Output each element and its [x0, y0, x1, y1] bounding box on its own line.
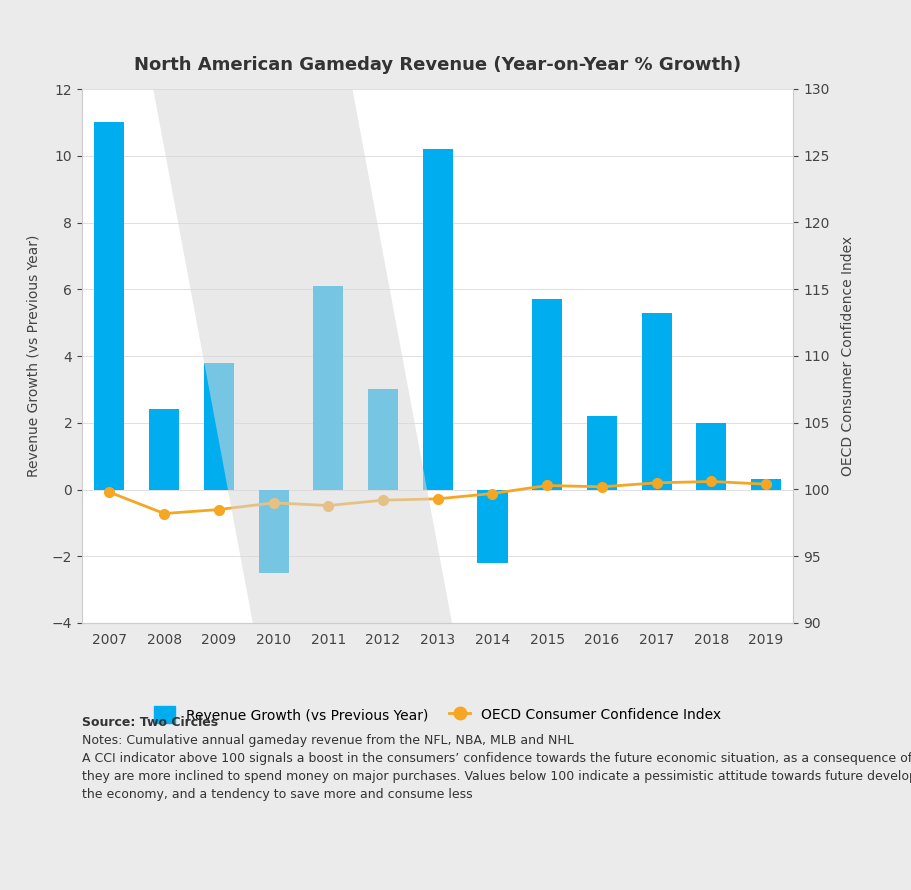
Bar — [751, 480, 780, 490]
Bar — [148, 409, 179, 490]
Polygon shape — [153, 89, 452, 623]
Text: Notes: Cumulative annual gameday revenue from the NFL, NBA, MLB and NHL: Notes: Cumulative annual gameday revenue… — [82, 734, 573, 748]
Bar — [368, 389, 397, 490]
Bar — [204, 362, 233, 490]
Bar — [477, 490, 507, 562]
Text: Source: Two Circles: Source: Two Circles — [82, 716, 218, 730]
Bar — [640, 312, 670, 490]
Y-axis label: OECD Consumer Confidence Index: OECD Consumer Confidence Index — [840, 236, 854, 476]
Legend: Revenue Growth (vs Previous Year), OECD Consumer Confidence Index: Revenue Growth (vs Previous Year), OECD … — [147, 700, 728, 730]
Bar — [587, 416, 617, 490]
Title: North American Gameday Revenue (Year-on-Year % Growth): North American Gameday Revenue (Year-on-… — [134, 55, 741, 74]
Bar — [95, 122, 124, 490]
Bar — [532, 299, 561, 490]
Text: they are more inclined to spend money on major purchases. Values below 100 indic: they are more inclined to spend money on… — [82, 770, 911, 783]
Text: the economy, and a tendency to save more and consume less: the economy, and a tendency to save more… — [82, 788, 472, 801]
Bar — [259, 490, 288, 573]
Text: A CCI indicator above 100 signals a boost in the consumers’ confidence towards t: A CCI indicator above 100 signals a boos… — [82, 752, 911, 765]
Bar — [423, 149, 453, 490]
Y-axis label: Revenue Growth (vs Previous Year): Revenue Growth (vs Previous Year) — [26, 235, 41, 477]
Bar — [696, 423, 725, 490]
Bar — [313, 286, 343, 490]
